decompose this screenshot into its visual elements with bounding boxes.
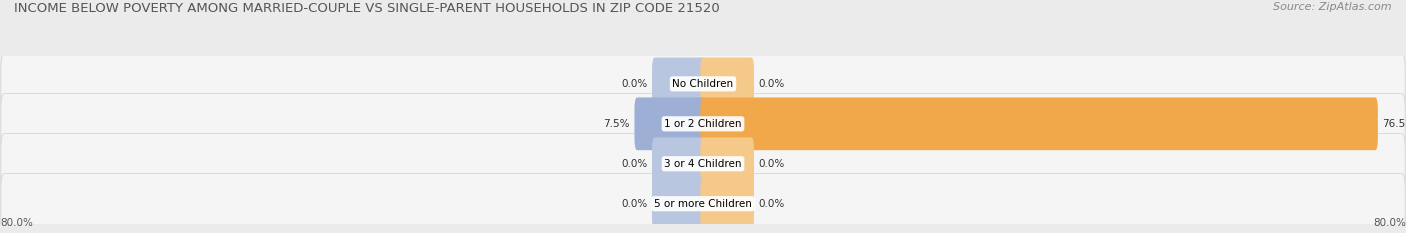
Text: 0.0%: 0.0%: [621, 159, 648, 169]
FancyBboxPatch shape: [700, 137, 754, 190]
FancyBboxPatch shape: [700, 58, 754, 110]
FancyBboxPatch shape: [1, 54, 1405, 114]
Text: 0.0%: 0.0%: [621, 79, 648, 89]
FancyBboxPatch shape: [1, 134, 1405, 194]
Text: 0.0%: 0.0%: [758, 79, 785, 89]
FancyBboxPatch shape: [652, 177, 706, 230]
Text: 1 or 2 Children: 1 or 2 Children: [664, 119, 742, 129]
FancyBboxPatch shape: [652, 58, 706, 110]
Text: 0.0%: 0.0%: [758, 159, 785, 169]
FancyBboxPatch shape: [1, 173, 1405, 233]
Text: 3 or 4 Children: 3 or 4 Children: [664, 159, 742, 169]
Legend: Married Couples, Single Parents: Married Couples, Single Parents: [596, 230, 810, 233]
Text: 0.0%: 0.0%: [758, 199, 785, 209]
Text: INCOME BELOW POVERTY AMONG MARRIED-COUPLE VS SINGLE-PARENT HOUSEHOLDS IN ZIP COD: INCOME BELOW POVERTY AMONG MARRIED-COUPL…: [14, 2, 720, 15]
Text: 0.0%: 0.0%: [621, 199, 648, 209]
Text: 80.0%: 80.0%: [1374, 218, 1406, 228]
Text: 76.5%: 76.5%: [1382, 119, 1406, 129]
Text: Source: ZipAtlas.com: Source: ZipAtlas.com: [1274, 2, 1392, 12]
FancyBboxPatch shape: [700, 177, 754, 230]
Text: 5 or more Children: 5 or more Children: [654, 199, 752, 209]
FancyBboxPatch shape: [634, 97, 706, 150]
FancyBboxPatch shape: [700, 97, 1378, 150]
Text: 80.0%: 80.0%: [0, 218, 32, 228]
FancyBboxPatch shape: [1, 93, 1405, 154]
Text: No Children: No Children: [672, 79, 734, 89]
FancyBboxPatch shape: [652, 137, 706, 190]
Text: 7.5%: 7.5%: [603, 119, 630, 129]
